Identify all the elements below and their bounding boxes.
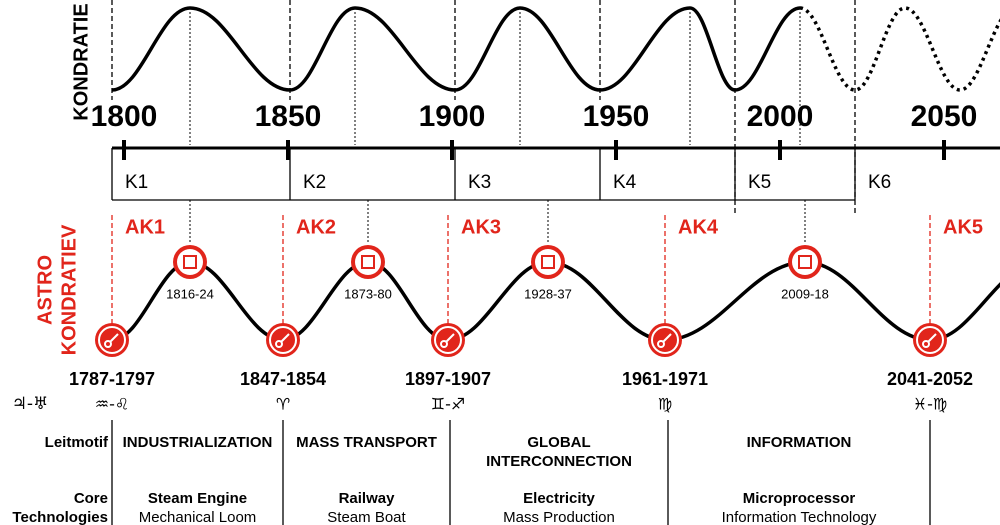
year-label: 1850 [255,100,322,133]
table-cell: INTERCONNECTION [486,453,632,470]
trough-glyph [109,333,119,343]
astro-cycle-label: AK3 [461,216,501,238]
astro-cycle-label: AK1 [125,216,165,238]
planets: ♃-♅ [12,394,49,414]
table-cell: Steam Engine [148,490,247,507]
peak-glyph [541,255,555,269]
peak-marker-inner [535,249,561,275]
peak-marker-inner [355,249,381,275]
cycle-label: KONDRATIE [70,3,92,120]
zodiac-signs: ♈ [276,395,290,414]
trough-glyph [657,340,665,348]
peak-dates: 1928-37 [524,286,572,301]
table-cell: INFORMATION [747,434,852,451]
trough-dates: 1897-1907 [405,369,491,389]
table-cell: Electricity [523,490,595,507]
trough-glyph [662,333,672,343]
table-cell: Mass Production [503,509,615,525]
peak-glyph [361,255,375,269]
peak-dates: 1816-24 [166,286,214,301]
trough-glyph [445,333,455,343]
row-label: Core [74,490,108,507]
trough-glyph [275,340,283,348]
table-cell: INDUSTRIALIZATION [123,434,273,451]
table-cell: GLOBAL [527,434,590,451]
trough-glyph [927,333,937,343]
peak-marker-inner [177,249,203,275]
peak-dates: 1873-80 [344,286,392,301]
astro-label: ASTRO [34,255,56,325]
year-label: 2050 [911,100,978,133]
year-label: 1800 [91,100,158,133]
cycle-label: K6 [868,172,891,193]
zodiac-signs: ♓-♍ [913,395,947,414]
astro-wave [111,260,1000,342]
trough-glyph [922,340,930,348]
kondratieff-forecast [799,6,1000,92]
trough-dates: 1961-1971 [622,369,708,389]
astro-cycle-label: AK2 [296,216,336,238]
year-label: 1950 [583,100,650,133]
table-cell: Mechanical Loom [139,509,257,525]
cycle-label: K1 [125,172,148,193]
row-label: Technologies [12,509,108,525]
year-label: 2000 [747,100,814,133]
trough-dates: 2041-2052 [887,369,973,389]
astro-label: KONDRATIEV [58,224,80,355]
year-label: 1900 [419,100,486,133]
cycle-label: K2 [303,172,326,193]
cycle-label: K4 [613,172,637,193]
zodiac-signs: ♊-♐ [431,395,465,414]
table-cell: Steam Boat [327,509,406,525]
trough-glyph [440,340,448,348]
peak-dates: 2009-18 [781,286,829,301]
kondratieff-wave [111,6,801,92]
trough-dates: 1787-1797 [69,369,155,389]
astro-cycle-label: AK5 [943,216,983,238]
astro-cycle-label: AK4 [678,216,719,238]
zodiac-signs: ♍ [658,395,672,414]
row-label: Leitmotif [45,434,109,451]
table-cell: MASS TRANSPORT [296,434,437,451]
zodiac-signs: ♒-♌ [95,395,129,414]
table-cell: Microprocessor [743,490,856,507]
trough-glyph [104,340,112,348]
cycle-label: K3 [468,172,491,193]
table-cell: Railway [339,490,396,507]
trough-glyph [280,333,290,343]
peak-glyph [798,255,812,269]
trough-dates: 1847-1854 [240,369,326,389]
cycle-label: K5 [748,172,771,193]
peak-marker-inner [792,249,818,275]
table-cell: Information Technology [722,509,877,525]
peak-glyph [183,255,197,269]
